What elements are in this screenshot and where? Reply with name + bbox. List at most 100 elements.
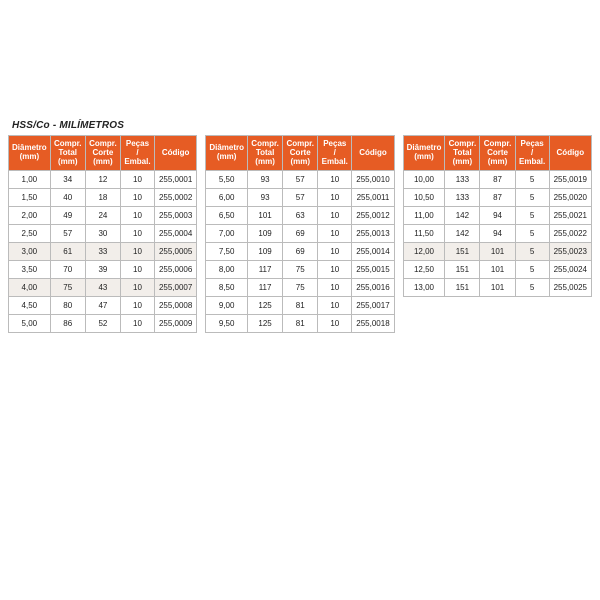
cell-diametro: 2,00 [9, 207, 51, 225]
table-row: 10,00133875255,0019 [403, 171, 591, 189]
cell-pecas: 5 [515, 243, 549, 261]
cell-diametro: 1,00 [9, 171, 51, 189]
table-row: 5,00865210255,0009 [9, 315, 197, 333]
cell-diametro: 4,50 [9, 297, 51, 315]
cell-pecas: 10 [120, 297, 154, 315]
cell-total: 49 [50, 207, 85, 225]
cell-diametro: 9,50 [206, 315, 248, 333]
cell-corte: 101 [480, 243, 515, 261]
cell-diametro: 6,00 [206, 189, 248, 207]
cell-pecas: 10 [120, 243, 154, 261]
col-header-diametro: Diâmetro(mm) [9, 136, 51, 171]
cell-total: 93 [248, 171, 283, 189]
cell-corte: 57 [283, 171, 318, 189]
cell-codigo: 255,0020 [549, 189, 591, 207]
cell-diametro: 13,00 [403, 279, 445, 297]
cell-pecas: 10 [120, 225, 154, 243]
table-header-row: Diâmetro(mm)Compr.Total(mm)Compr.Corte(m… [9, 136, 197, 171]
cell-codigo: 255,0017 [352, 297, 394, 315]
cell-corte: 94 [480, 225, 515, 243]
cell-corte: 33 [85, 243, 120, 261]
cell-pecas: 10 [120, 261, 154, 279]
cell-corte: 57 [283, 189, 318, 207]
cell-total: 142 [445, 207, 480, 225]
cell-corte: 75 [283, 279, 318, 297]
table-header-row: Diâmetro(mm)Compr.Total(mm)Compr.Corte(m… [403, 136, 591, 171]
cell-corte: 12 [85, 171, 120, 189]
table-header-row: Diâmetro(mm)Compr.Total(mm)Compr.Corte(m… [206, 136, 394, 171]
cell-corte: 75 [283, 261, 318, 279]
cell-total: 142 [445, 225, 480, 243]
cell-codigo: 255,0023 [549, 243, 591, 261]
cell-total: 40 [50, 189, 85, 207]
cell-pecas: 10 [318, 189, 352, 207]
cell-codigo: 255,0022 [549, 225, 591, 243]
cell-total: 133 [445, 171, 480, 189]
cell-diametro: 5,50 [206, 171, 248, 189]
cell-total: 151 [445, 261, 480, 279]
cell-corte: 81 [283, 297, 318, 315]
table-row: 1,00341210255,0001 [9, 171, 197, 189]
cell-diametro: 10,00 [403, 171, 445, 189]
cell-diametro: 7,00 [206, 225, 248, 243]
cell-pecas: 10 [120, 171, 154, 189]
cell-diametro: 4,00 [9, 279, 51, 297]
table-row: 9,001258110255,0017 [206, 297, 394, 315]
cell-corte: 24 [85, 207, 120, 225]
cell-diametro: 2,50 [9, 225, 51, 243]
cell-diametro: 8,50 [206, 279, 248, 297]
cell-total: 125 [248, 297, 283, 315]
col-header-total: Compr.Total(mm) [50, 136, 85, 171]
cell-total: 117 [248, 279, 283, 297]
cell-total: 109 [248, 225, 283, 243]
table-row: 12,501511015255,0024 [403, 261, 591, 279]
cell-total: 34 [50, 171, 85, 189]
cell-pecas: 5 [515, 189, 549, 207]
table-row: 3,00613310255,0005 [9, 243, 197, 261]
cell-codigo: 255,0006 [154, 261, 196, 279]
col-header-codigo: Código [549, 136, 591, 171]
col-header-corte: Compr.Corte(mm) [283, 136, 318, 171]
table-row: 2,50573010255,0004 [9, 225, 197, 243]
cell-total: 101 [248, 207, 283, 225]
table-row: 1,50401810255,0002 [9, 189, 197, 207]
cell-diametro: 9,00 [206, 297, 248, 315]
cell-corte: 47 [85, 297, 120, 315]
cell-diametro: 12,00 [403, 243, 445, 261]
cell-corte: 87 [480, 171, 515, 189]
cell-total: 70 [50, 261, 85, 279]
table-row: 6,00935710255,0011 [206, 189, 394, 207]
cell-pecas: 10 [318, 261, 352, 279]
cell-codigo: 255,0025 [549, 279, 591, 297]
cell-codigo: 255,0008 [154, 297, 196, 315]
cell-codigo: 255,0016 [352, 279, 394, 297]
cell-pecas: 10 [318, 315, 352, 333]
spec-table-3: Diâmetro(mm)Compr.Total(mm)Compr.Corte(m… [403, 135, 592, 297]
cell-diametro: 11,50 [403, 225, 445, 243]
table-row: 2,00492410255,0003 [9, 207, 197, 225]
cell-corte: 87 [480, 189, 515, 207]
cell-diametro: 11,00 [403, 207, 445, 225]
cell-codigo: 255,0002 [154, 189, 196, 207]
cell-diametro: 3,50 [9, 261, 51, 279]
cell-total: 125 [248, 315, 283, 333]
cell-codigo: 255,0012 [352, 207, 394, 225]
table-row: 13,001511015255,0025 [403, 279, 591, 297]
cell-pecas: 5 [515, 225, 549, 243]
cell-total: 117 [248, 261, 283, 279]
cell-total: 151 [445, 243, 480, 261]
cell-codigo: 255,0004 [154, 225, 196, 243]
cell-total: 151 [445, 279, 480, 297]
cell-corte: 43 [85, 279, 120, 297]
page-title: HSS/Co - MILÍMETROS [12, 120, 592, 131]
col-header-pecas: Peças/Embal. [318, 136, 352, 171]
spec-table-2: Diâmetro(mm)Compr.Total(mm)Compr.Corte(m… [205, 135, 394, 333]
table-row: 5,50935710255,0010 [206, 171, 394, 189]
cell-total: 86 [50, 315, 85, 333]
cell-pecas: 5 [515, 279, 549, 297]
cell-diametro: 12,50 [403, 261, 445, 279]
table-row: 10,50133875255,0020 [403, 189, 591, 207]
cell-corte: 52 [85, 315, 120, 333]
col-header-total: Compr.Total(mm) [445, 136, 480, 171]
col-header-diametro: Diâmetro(mm) [403, 136, 445, 171]
